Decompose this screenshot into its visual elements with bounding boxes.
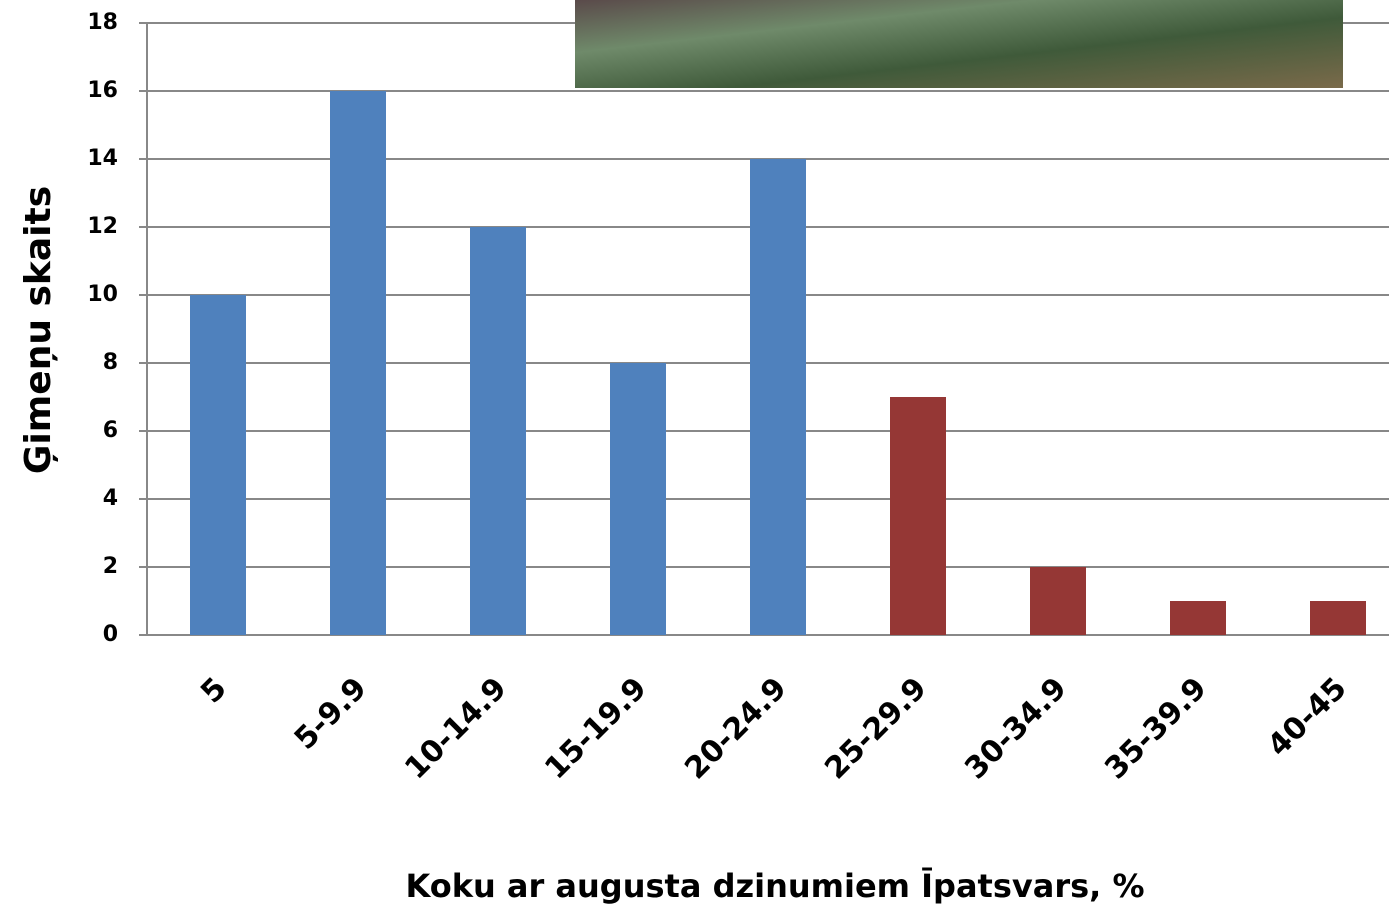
bar <box>1030 567 1086 635</box>
bar <box>890 397 946 635</box>
y-tick-label: 6 <box>103 418 118 443</box>
y-tick-label: 0 <box>103 622 118 647</box>
x-tick-label: 10-14.9 <box>398 671 513 786</box>
x-tick-label: 40-45 <box>1261 671 1354 764</box>
bar <box>1310 601 1366 635</box>
y-tick-label: 4 <box>103 486 118 511</box>
x-tick-label: 30-34.9 <box>958 671 1073 786</box>
x-tick-label: 5-9.9 <box>288 671 374 757</box>
x-axis-label: Koku ar augusta dzinumiem Īpatsvars, % <box>405 867 1144 905</box>
y-axis-label: Ģimeņu skaits <box>18 186 59 474</box>
y-tick-label: 18 <box>87 10 118 35</box>
y-tick-label: 12 <box>87 214 118 239</box>
bar <box>610 363 666 635</box>
bar <box>330 91 386 635</box>
x-tick-label: 15-19.9 <box>538 671 653 786</box>
bar <box>470 227 526 635</box>
y-tick-label: 14 <box>87 146 118 171</box>
bar <box>1170 601 1226 635</box>
bar <box>750 159 806 635</box>
x-tick-label: 25-29.9 <box>818 671 933 786</box>
bar <box>190 295 246 635</box>
y-tick-label: 16 <box>87 78 118 103</box>
y-tick-label: 8 <box>103 350 118 375</box>
photo <box>575 0 1343 88</box>
y-tick-label: 2 <box>103 554 118 579</box>
x-tick-label: 5 <box>194 671 234 711</box>
y-tick-label: 10 <box>87 282 118 307</box>
x-tick-label: 35-39.9 <box>1098 671 1213 786</box>
x-tick-label: 20-24.9 <box>678 671 793 786</box>
